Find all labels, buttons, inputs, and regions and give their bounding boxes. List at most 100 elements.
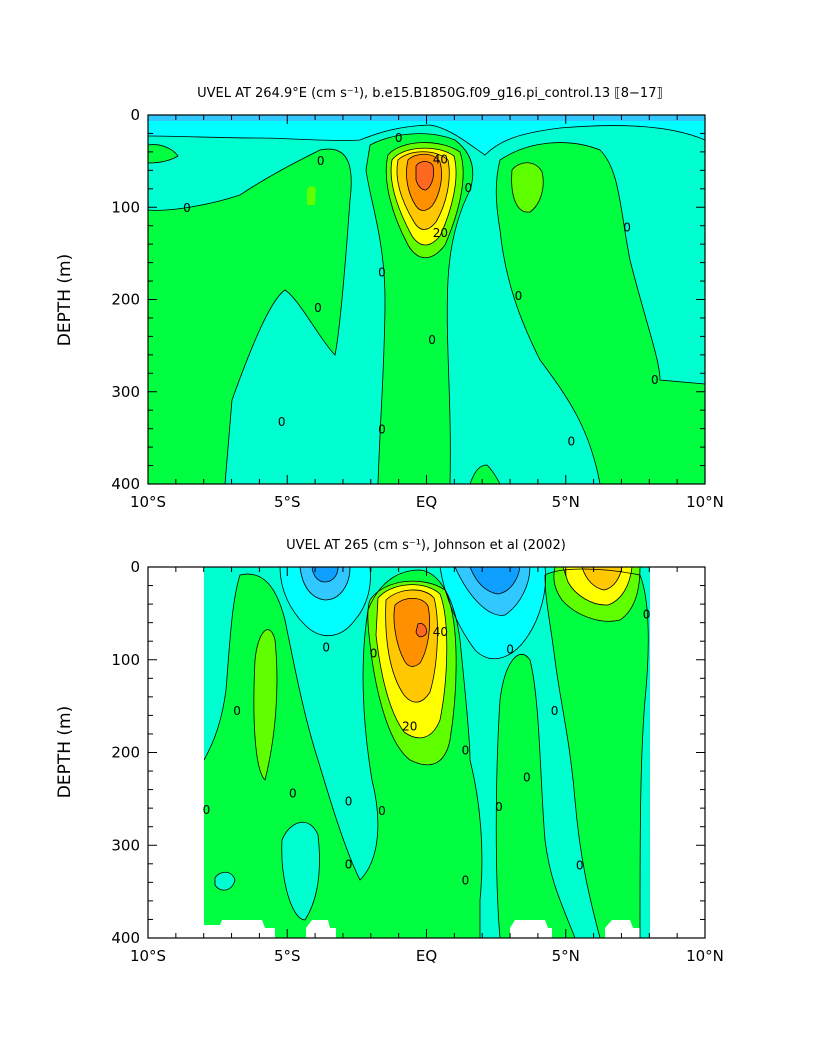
top-y-tick-label: 0	[130, 106, 140, 124]
top-contour-line	[148, 124, 705, 156]
bottom-contour-line	[367, 580, 457, 766]
top-fill-west-core	[307, 186, 316, 205]
top-fill-east-eastward	[496, 142, 705, 484]
bottom-fill-surface-jet-south-max	[312, 567, 338, 582]
top-contour-line	[469, 464, 501, 484]
bottom-contour-label: 0	[523, 771, 531, 785]
top-chart-title: UVEL AT 264.9°E (cm s⁻¹), b.e15.B1850G.f…	[197, 86, 663, 101]
bottom-contour-line	[204, 569, 483, 938]
bottom-x-tick-label: EQ	[416, 947, 437, 965]
bottom-fill-surface-jet-north-max	[470, 567, 520, 594]
bottom-contour-line	[544, 568, 649, 938]
bottom-fill-west-core	[253, 629, 277, 780]
bottom-fill-missing-data-mid	[306, 920, 336, 938]
top-contour-line	[369, 133, 474, 484]
top-contour-line	[511, 162, 544, 213]
top-x-tick-label: 5°N	[552, 493, 580, 511]
top-contour-label: 0	[317, 154, 325, 168]
bottom-contour-line	[454, 567, 531, 616]
top-fill-surface-westward	[148, 115, 705, 155]
bottom-contour-label: 0	[643, 607, 651, 621]
bottom-contour-label: 40	[433, 625, 448, 639]
bottom-y-tick-label: 100	[111, 651, 140, 669]
bottom-contour-line	[581, 567, 623, 591]
bottom-contour-field	[204, 567, 650, 938]
bottom-contour-labels: 0 0 0 0 0 0 0 0 0 0 0 0 0 0 0 0 40 20	[203, 607, 651, 887]
bottom-contour-label: 0	[551, 704, 559, 718]
bottom-y-tick-label: 400	[111, 929, 140, 947]
bottom-fill-missing-data-west	[204, 920, 275, 938]
bottom-contour-label: 0	[462, 744, 470, 758]
bottom-contour-line	[299, 567, 351, 601]
bottom-contour-label: 0	[462, 873, 470, 887]
top-contour-label: 0	[651, 373, 659, 387]
top-contour-line	[148, 148, 352, 484]
top-contour-label: 0	[378, 423, 386, 437]
bottom-ylabel: DEPTH (m)	[55, 706, 75, 798]
top-contour-label: 0	[567, 435, 575, 449]
top-contour-label: 0	[623, 221, 631, 235]
bottom-fill-east-eastward	[545, 569, 649, 938]
bottom-fill-west-pocket	[281, 822, 320, 920]
bottom-fill-deep-eastward-right	[496, 654, 575, 938]
bottom-contour-line	[375, 584, 448, 739]
bottom-contour-line	[553, 567, 641, 622]
bottom-contour-line	[393, 597, 430, 667]
top-contour-line	[148, 144, 179, 164]
bottom-x-tick-label: 10°S	[130, 947, 166, 965]
top-contour-label: 0	[378, 266, 386, 280]
bottom-y-tick-label: 300	[111, 836, 140, 854]
bottom-fill-euc-peak	[416, 623, 427, 637]
top-fill-west-eastward	[148, 149, 352, 484]
bottom-contour-label: 0	[495, 800, 503, 814]
bottom-contour-line	[439, 567, 546, 659]
bottom-contour-label: 0	[576, 859, 584, 873]
top-x-tick-label: EQ	[416, 493, 437, 511]
bottom-contour-line	[214, 871, 236, 891]
bottom-fill-missing-data-far-east	[605, 920, 640, 938]
bottom-x-tick-label: 5°N	[552, 947, 580, 965]
top-contour-line	[495, 159, 601, 484]
top-contour-label: 40	[433, 152, 448, 166]
top-y-tick-label: 200	[111, 291, 140, 309]
top-fill-east-core	[511, 162, 544, 213]
bottom-fill-euc-50	[394, 598, 430, 667]
bottom-contour-line	[415, 623, 427, 638]
bottom-contour-label: 0	[378, 804, 386, 818]
bottom-contour-label: 0	[506, 643, 514, 657]
bottom-contour-panel: UVEL AT 265 (cm s⁻¹), Johnson et al (200…	[55, 538, 724, 965]
bottom-fill-east-surface-40	[582, 567, 622, 590]
bottom-contour-line	[281, 822, 320, 921]
top-x-tick-label: 5°S	[274, 493, 301, 511]
top-contour-line	[365, 144, 386, 484]
top-contour-line	[406, 153, 442, 211]
top-contour-label: 0	[314, 301, 322, 315]
top-y-tick-label: 300	[111, 383, 140, 401]
bottom-contour-label: 0	[370, 646, 378, 660]
bottom-contour-line	[544, 574, 601, 938]
top-x-tick-label: 10°N	[686, 493, 724, 511]
top-contour-line	[415, 161, 434, 191]
top-y-tick-label: 400	[111, 475, 140, 493]
top-contour-line	[396, 151, 450, 230]
bottom-contour-line	[253, 629, 278, 781]
bottom-contour-label: 0	[322, 641, 330, 655]
top-contour-field	[148, 115, 705, 484]
top-fill-small-lobe	[148, 144, 178, 163]
top-contour-label: 0	[428, 333, 436, 347]
top-contour-label: 0	[395, 131, 403, 145]
bottom-fill-surface-jet-south-core	[300, 567, 350, 600]
bottom-contour-line	[385, 589, 438, 703]
bottom-y-tick-label: 200	[111, 744, 140, 762]
bottom-contour-line	[279, 567, 371, 637]
bottom-fill-southwest-pocket	[215, 872, 235, 891]
bottom-contour-label: 20	[402, 720, 417, 734]
bottom-contour-line	[562, 567, 633, 606]
top-contour-label: 0	[464, 181, 472, 195]
bottom-contour-label: 0	[289, 786, 297, 800]
bottom-contour-label: 0	[345, 795, 353, 809]
bottom-contour-label: 0	[345, 858, 353, 872]
